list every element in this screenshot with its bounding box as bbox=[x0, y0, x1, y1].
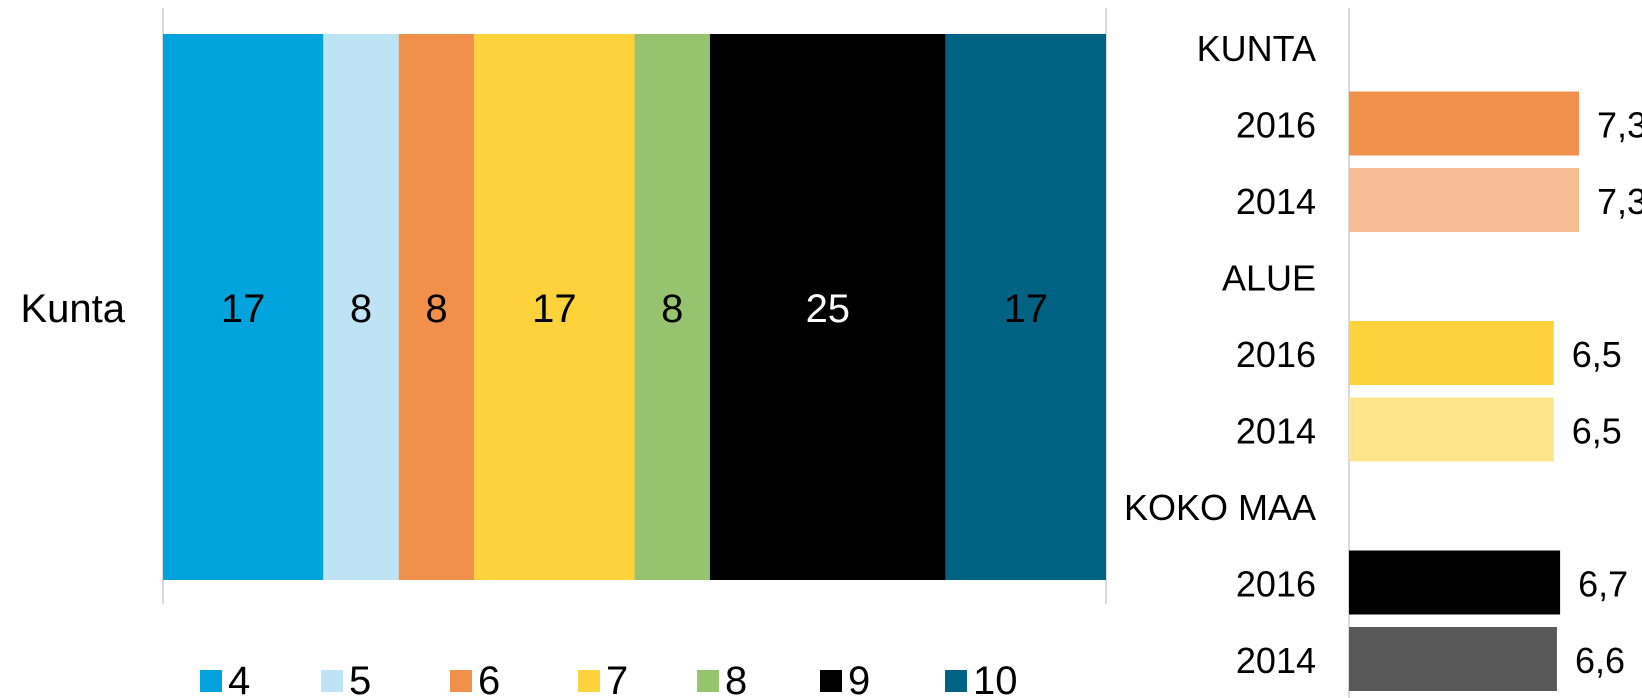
stack-value-label-7: 17 bbox=[532, 287, 577, 331]
comparison-bar-group: KUNTA 2016 7,3 2014 7,3 ALUE 2016 6,5 2014 6,5 KOK… bbox=[1124, 28, 1642, 691]
comparison-value-label-0-2016: 7,3 bbox=[1597, 105, 1642, 146]
comparison-bar-1-2016 bbox=[1349, 321, 1554, 385]
stack-bar-6 bbox=[398, 34, 475, 580]
legend-swatch-10 bbox=[945, 670, 967, 692]
year-label-1-2014: 2014 bbox=[1236, 411, 1316, 452]
stacked-bar-group bbox=[163, 34, 1106, 580]
year-label-0-2016: 2016 bbox=[1236, 105, 1316, 146]
legend-label-10: 10 bbox=[973, 659, 1018, 698]
year-label-1-2016: 2016 bbox=[1236, 334, 1316, 375]
stacked-label-group: 17 8 8 17 8 25 17 bbox=[221, 287, 1048, 331]
legend-label-6: 6 bbox=[478, 659, 500, 698]
comparison-value-label-1-2014: 6,5 bbox=[1572, 411, 1622, 452]
stack-value-label-9: 25 bbox=[806, 287, 851, 331]
comparison-value-label-2-2014: 6,6 bbox=[1575, 640, 1625, 681]
stack-value-label-6: 8 bbox=[425, 287, 447, 331]
stack-value-label-10: 17 bbox=[1004, 287, 1049, 331]
stack-bar-10 bbox=[945, 34, 1106, 580]
legend-swatch-6 bbox=[450, 670, 472, 692]
group-label-2: KOKO MAA bbox=[1124, 487, 1316, 528]
legend-label-8: 8 bbox=[725, 659, 747, 698]
comparison-value-label-1-2016: 6,5 bbox=[1572, 334, 1622, 375]
stack-value-label-4: 17 bbox=[221, 287, 266, 331]
stack-value-label-5: 8 bbox=[350, 287, 372, 331]
legend-label-9: 9 bbox=[848, 659, 870, 698]
comparison-value-label-2-2016: 6,7 bbox=[1578, 564, 1628, 605]
stack-bar-4 bbox=[163, 34, 324, 580]
legend-swatch-7 bbox=[578, 670, 600, 692]
category-label-kunta: Kunta bbox=[20, 287, 125, 331]
group-label-0: KUNTA bbox=[1197, 28, 1316, 69]
stack-bar-5 bbox=[323, 34, 399, 580]
comparison-bar-2-2016 bbox=[1349, 550, 1561, 615]
group-label-1: ALUE bbox=[1222, 258, 1316, 299]
legend-label-4: 4 bbox=[228, 659, 250, 698]
comparison-bar-1-2014 bbox=[1349, 397, 1554, 462]
comparison-bar-2-2014 bbox=[1349, 627, 1557, 691]
comparison-bar-0-2016 bbox=[1349, 91, 1579, 156]
stack-bar-8 bbox=[634, 34, 710, 580]
legend-swatch-8 bbox=[697, 670, 719, 692]
legend-swatch-4 bbox=[200, 670, 222, 692]
year-label-0-2014: 2014 bbox=[1236, 181, 1316, 222]
year-label-2-2014: 2014 bbox=[1236, 640, 1316, 681]
stack-value-label-8: 8 bbox=[661, 287, 683, 331]
legend-swatch-9 bbox=[820, 670, 842, 692]
stack-bar-9 bbox=[709, 34, 946, 580]
stack-bar-7 bbox=[474, 34, 635, 580]
legend-label-7: 7 bbox=[606, 659, 628, 698]
year-label-2-2016: 2016 bbox=[1236, 564, 1316, 605]
legend: 4 5 6 7 8 9 10 bbox=[200, 659, 1018, 698]
comparison-bar-0-2014 bbox=[1349, 168, 1579, 232]
legend-swatch-5 bbox=[321, 670, 343, 692]
legend-label-5: 5 bbox=[349, 659, 371, 698]
comparison-value-label-0-2014: 7,3 bbox=[1597, 181, 1642, 222]
